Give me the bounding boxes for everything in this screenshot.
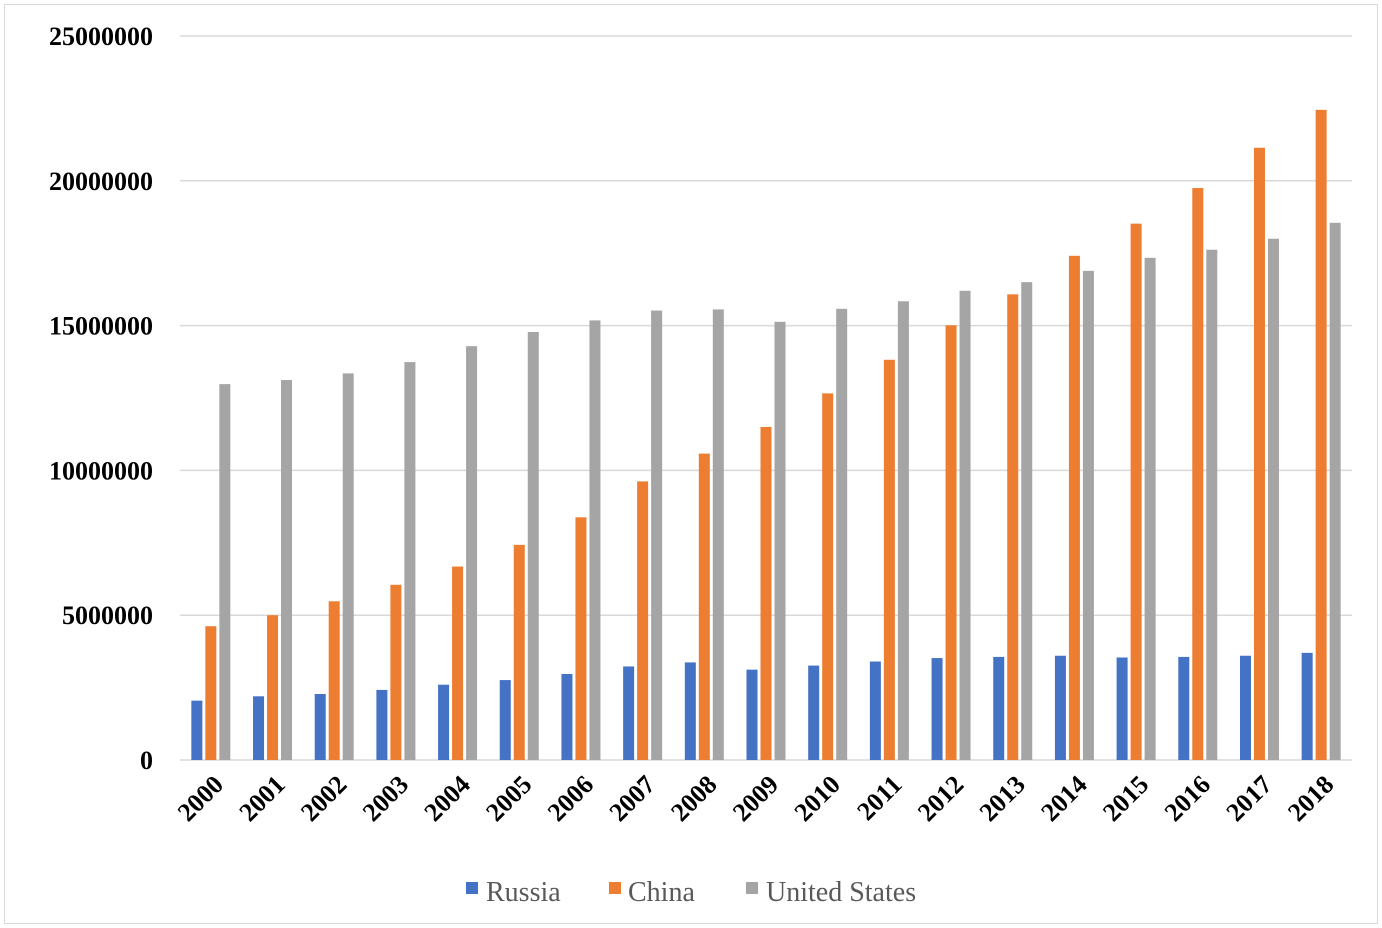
y-tick-label: 15000000 — [49, 312, 153, 341]
x-tick-label: 2005 — [480, 770, 537, 827]
bar-russia-2012 — [931, 658, 943, 760]
bar-united-states-2010 — [836, 308, 848, 760]
bar-united-states-2016 — [1206, 249, 1218, 760]
legend-swatch-russia — [466, 882, 478, 894]
bar-russia-2005 — [499, 680, 511, 760]
x-tick-label: 2000 — [172, 770, 229, 827]
bar-united-states-2002 — [342, 373, 354, 760]
bar-russia-2009 — [746, 669, 758, 760]
legend-label-russia: Russia — [486, 877, 561, 908]
bar-china-2004 — [452, 566, 464, 760]
x-tick-label: 2004 — [419, 770, 476, 827]
bar-united-states-2015 — [1144, 257, 1156, 760]
bar-russia-2001 — [253, 696, 265, 760]
bar-russia-2008 — [684, 662, 696, 760]
bar-united-states-2009 — [774, 321, 786, 760]
bar-united-states-2000 — [219, 384, 231, 760]
bar-united-states-2013 — [1021, 282, 1033, 760]
bar-russia-2017 — [1239, 655, 1251, 760]
bar-china-2010 — [822, 393, 834, 760]
bar-russia-2011 — [869, 661, 881, 760]
bar-united-states-2003 — [404, 362, 416, 760]
bar-united-states-2018 — [1329, 222, 1341, 761]
y-tick-label: 20000000 — [49, 167, 153, 196]
bar-russia-2003 — [376, 689, 388, 760]
bar-russia-2010 — [808, 665, 820, 760]
legend-swatch-china — [609, 882, 621, 894]
bar-united-states-2011 — [897, 301, 909, 760]
bar-china-2003 — [390, 584, 402, 760]
x-tick-label: 2011 — [851, 770, 907, 826]
x-tick-label: 2006 — [542, 770, 599, 827]
bar-russia-2016 — [1178, 656, 1190, 760]
x-tick-label: 2010 — [789, 770, 846, 827]
bar-china-2001 — [267, 615, 279, 760]
x-axis-tick-labels: 2000 2001 2002 2003 2004 2005 2006 2007 2008 2009… — [172, 770, 1340, 827]
bar-russia-2006 — [561, 673, 573, 760]
bars — [191, 109, 1341, 761]
bar-china-2009 — [760, 426, 772, 760]
bar-united-states-2014 — [1082, 270, 1094, 760]
bar-russia-2000 — [191, 700, 203, 760]
bar-china-2006 — [575, 517, 587, 760]
y-tick-label: 25000000 — [49, 22, 153, 51]
bar-russia-2018 — [1301, 652, 1313, 760]
bar-russia-2013 — [993, 656, 1005, 760]
bar-united-states-2017 — [1267, 238, 1279, 761]
x-tick-label: 2003 — [357, 770, 414, 827]
bar-china-2016 — [1192, 188, 1204, 761]
bar-russia-2007 — [623, 666, 635, 760]
bar-china-2015 — [1130, 223, 1142, 761]
x-tick-label: 2013 — [974, 770, 1031, 827]
bar-china-2011 — [883, 359, 895, 760]
x-tick-label: 2016 — [1159, 770, 1216, 827]
y-tick-label: 0 — [140, 746, 153, 775]
x-tick-label: 2017 — [1220, 770, 1277, 827]
bar-china-2013 — [1007, 294, 1019, 760]
legend-label-china: China — [628, 877, 695, 908]
bar-china-2005 — [513, 544, 525, 760]
bar-china-2000 — [205, 626, 217, 760]
bar-russia-2004 — [438, 684, 450, 760]
bar-russia-2014 — [1054, 655, 1066, 760]
bar-united-states-2005 — [527, 331, 539, 760]
bar-russia-2015 — [1116, 657, 1128, 760]
x-tick-label: 2009 — [727, 770, 784, 827]
bar-china-2014 — [1068, 255, 1080, 760]
gridlines — [180, 35, 1352, 761]
bar-china-2017 — [1253, 147, 1265, 761]
x-tick-label: 2014 — [1035, 770, 1092, 827]
bar-united-states-2012 — [959, 290, 971, 760]
bar-united-states-2008 — [712, 309, 724, 760]
y-axis-tick-labels: 0 5000000 10000000 15000000 20000000 25000000 — [49, 22, 153, 775]
bar-united-states-2007 — [651, 310, 663, 760]
legend-label-united-states: United States — [766, 877, 916, 908]
x-tick-label: 2002 — [295, 770, 352, 827]
x-tick-label: 2001 — [233, 770, 290, 827]
bar-united-states-2004 — [466, 346, 478, 760]
x-tick-label: 2015 — [1097, 770, 1154, 827]
bar-china-2007 — [637, 481, 649, 760]
legend: Russia China United States — [466, 877, 916, 908]
y-tick-label: 5000000 — [62, 601, 153, 630]
x-tick-label: 2008 — [665, 770, 722, 827]
bar-china-2018 — [1315, 109, 1327, 760]
bar-china-2008 — [698, 453, 710, 760]
x-tick-label: 2018 — [1282, 770, 1339, 827]
bar-china-2012 — [945, 325, 957, 760]
x-tick-label: 2012 — [912, 770, 969, 827]
legend-swatch-united-states — [746, 882, 758, 894]
bar-china-2002 — [328, 601, 340, 760]
y-tick-label: 10000000 — [49, 456, 153, 485]
x-tick-label: 2007 — [604, 770, 661, 827]
bar-united-states-2001 — [281, 380, 293, 760]
bar-united-states-2006 — [589, 320, 601, 760]
bar-russia-2002 — [314, 693, 326, 760]
